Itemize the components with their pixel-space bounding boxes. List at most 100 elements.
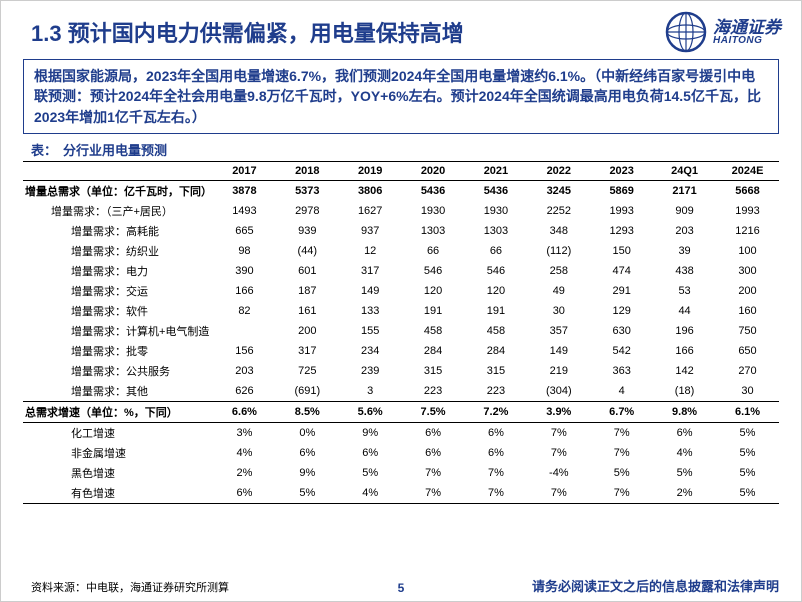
cell: 315 <box>402 361 465 381</box>
row-label: 增量需求：高耗能 <box>23 221 213 241</box>
cell: 149 <box>339 281 402 301</box>
cell: 5668 <box>716 180 779 201</box>
table-row: 增量需求：计算机+电气制造200155458458357630196750 <box>23 321 779 341</box>
cell: 5% <box>716 483 779 504</box>
cell: 6% <box>402 422 465 443</box>
cell: 161 <box>276 301 339 321</box>
cell: 156 <box>213 341 276 361</box>
col-header: 24Q1 <box>653 161 716 180</box>
table-row: 增量需求：公共服务203725239315315219363142270 <box>23 361 779 381</box>
cell: 630 <box>590 321 653 341</box>
cell: 6% <box>213 483 276 504</box>
cell: 7% <box>590 443 653 463</box>
cell: 200 <box>716 281 779 301</box>
cell: 1627 <box>339 201 402 221</box>
cell: 4% <box>213 443 276 463</box>
col-header: 2023 <box>590 161 653 180</box>
cell: 5869 <box>590 180 653 201</box>
cell: 1303 <box>402 221 465 241</box>
cell: 4 <box>590 381 653 402</box>
cell: 7% <box>402 463 465 483</box>
cell: 6.6% <box>213 401 276 422</box>
cell: 458 <box>465 321 528 341</box>
cell: 8.5% <box>276 401 339 422</box>
cell: 129 <box>590 301 653 321</box>
table-header-row: 201720182019202020212022202324Q12024E <box>23 161 779 180</box>
table-row: 增量需求：纺织业98(44)126666(112)15039100 <box>23 241 779 261</box>
cell: 98 <box>213 241 276 261</box>
cell: 5% <box>339 463 402 483</box>
cell: 939 <box>276 221 339 241</box>
cell: 191 <box>402 301 465 321</box>
cell: 1293 <box>590 221 653 241</box>
cell: -4% <box>527 463 590 483</box>
row-label: 增量需求：批零 <box>23 341 213 361</box>
cell: 3806 <box>339 180 402 201</box>
table-row: 增量需求：软件821611331911913012944160 <box>23 301 779 321</box>
cell: 2171 <box>653 180 716 201</box>
cell: 665 <box>213 221 276 241</box>
cell: 348 <box>527 221 590 241</box>
disclaimer-text: 请务必阅读正文之后的信息披露和法律声明 <box>532 576 779 595</box>
cell: 191 <box>465 301 528 321</box>
row-label: 增量需求：（三产+居民） <box>23 201 213 221</box>
cell: 9.8% <box>653 401 716 422</box>
cell: 7% <box>590 483 653 504</box>
cell: 9% <box>276 463 339 483</box>
cell: (112) <box>527 241 590 261</box>
cell: 30 <box>527 301 590 321</box>
table-body: 增量总需求（单位：亿千瓦时，下同）38785373380654365436324… <box>23 180 779 503</box>
cell: 750 <box>716 321 779 341</box>
cell: 3245 <box>527 180 590 201</box>
cell: 601 <box>276 261 339 281</box>
cell: 187 <box>276 281 339 301</box>
cell: 317 <box>339 261 402 281</box>
col-header: 2018 <box>276 161 339 180</box>
data-source: 资料来源：中电联，海通证券研究所测算 <box>31 579 229 595</box>
cell: 5436 <box>465 180 528 201</box>
cell: 7% <box>465 483 528 504</box>
cell: 284 <box>465 341 528 361</box>
table-row: 非金属增速4%6%6%6%6%7%7%4%5% <box>23 443 779 463</box>
cell: 7% <box>527 422 590 443</box>
cell: 160 <box>716 301 779 321</box>
row-label: 增量总需求（单位：亿千瓦时，下同） <box>23 180 213 201</box>
cell: 542 <box>590 341 653 361</box>
table-row: 总需求增速（单位：%，下同）6.6%8.5%5.6%7.5%7.2%3.9%6.… <box>23 401 779 422</box>
col-header: 2022 <box>527 161 590 180</box>
cell: 317 <box>276 341 339 361</box>
cell: 6% <box>276 443 339 463</box>
col-header: 2017 <box>213 161 276 180</box>
cell: 66 <box>402 241 465 261</box>
cell: 626 <box>213 381 276 402</box>
cell: 4% <box>653 443 716 463</box>
cell: 3878 <box>213 180 276 201</box>
cell: 438 <box>653 261 716 281</box>
cell: 7% <box>527 483 590 504</box>
cell: 149 <box>527 341 590 361</box>
table-row: 增量需求：电力390601317546546258474438300 <box>23 261 779 281</box>
cell: 725 <box>276 361 339 381</box>
cell: 7% <box>590 422 653 443</box>
cell: 2% <box>213 463 276 483</box>
cell: 66 <box>465 241 528 261</box>
cell: 5% <box>716 422 779 443</box>
cell: 7% <box>527 443 590 463</box>
row-label: 增量需求：电力 <box>23 261 213 281</box>
page-number: 5 <box>398 581 405 595</box>
cell: 1930 <box>402 201 465 221</box>
row-label: 增量需求：纺织业 <box>23 241 213 261</box>
cell: 200 <box>276 321 339 341</box>
cell: 203 <box>653 221 716 241</box>
cell: 120 <box>465 281 528 301</box>
cell: 2978 <box>276 201 339 221</box>
cell: 1930 <box>465 201 528 221</box>
forecast-table-wrap: 201720182019202020212022202324Q12024E 增量… <box>23 161 779 504</box>
summary-box: 根据国家能源局，2023年全国用电量增速6.7%，我们预测2024年全国用电量增… <box>23 59 779 134</box>
cell: 150 <box>590 241 653 261</box>
cell: 937 <box>339 221 402 241</box>
row-label: 增量需求：计算机+电气制造 <box>23 321 213 341</box>
table-row: 增量需求：交运1661871491201204929153200 <box>23 281 779 301</box>
table-caption: 表： 分行业用电量预测 <box>31 140 801 159</box>
table-row: 有色增速6%5%4%7%7%7%7%2%5% <box>23 483 779 504</box>
